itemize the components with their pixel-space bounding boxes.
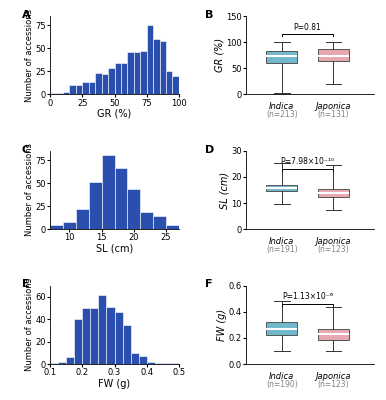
- Text: Indica: Indica: [269, 102, 295, 111]
- Bar: [82, 82, 89, 94]
- Bar: [76, 209, 89, 229]
- Y-axis label: Number of accessions: Number of accessions: [25, 144, 34, 236]
- X-axis label: SL (cm): SL (cm): [96, 244, 133, 254]
- Bar: [102, 156, 115, 229]
- Bar: [139, 356, 147, 364]
- Text: F: F: [205, 279, 212, 289]
- Bar: [171, 363, 179, 364]
- Bar: [115, 63, 121, 94]
- Bar: [98, 294, 107, 364]
- PathPatch shape: [266, 185, 297, 191]
- Bar: [127, 189, 140, 229]
- Bar: [57, 92, 63, 94]
- Text: (n=123): (n=123): [317, 245, 349, 254]
- Text: Japonica: Japonica: [315, 102, 351, 111]
- Text: Japonica: Japonica: [315, 237, 351, 246]
- Text: B: B: [205, 10, 213, 20]
- Y-axis label: Number of accessions: Number of accessions: [25, 9, 34, 102]
- Bar: [159, 41, 166, 94]
- Bar: [163, 363, 171, 364]
- Text: E: E: [22, 279, 29, 289]
- Bar: [140, 51, 147, 94]
- Bar: [123, 325, 130, 364]
- Bar: [130, 353, 139, 364]
- Bar: [95, 73, 102, 94]
- PathPatch shape: [318, 50, 349, 62]
- Text: Indica: Indica: [269, 237, 295, 246]
- Bar: [50, 224, 63, 229]
- Bar: [134, 52, 140, 94]
- Bar: [147, 362, 155, 364]
- Bar: [153, 216, 166, 229]
- PathPatch shape: [318, 189, 349, 196]
- Text: Japonica: Japonica: [315, 372, 351, 381]
- X-axis label: GR (%): GR (%): [97, 109, 132, 119]
- Text: C: C: [22, 144, 30, 154]
- Bar: [102, 74, 108, 94]
- Bar: [74, 319, 82, 364]
- Bar: [63, 222, 76, 229]
- Bar: [90, 308, 98, 364]
- Bar: [115, 168, 127, 229]
- Bar: [108, 68, 115, 94]
- Bar: [173, 76, 179, 94]
- Text: (n=123): (n=123): [317, 380, 349, 389]
- Bar: [63, 92, 69, 94]
- Bar: [89, 182, 102, 229]
- Bar: [50, 363, 58, 364]
- Bar: [166, 224, 179, 229]
- Text: (n=190): (n=190): [266, 380, 298, 389]
- Text: Indica: Indica: [269, 372, 295, 381]
- Bar: [76, 85, 82, 94]
- Text: (n=131): (n=131): [317, 110, 349, 119]
- Bar: [147, 25, 153, 94]
- Bar: [155, 363, 163, 364]
- Text: (n=213): (n=213): [266, 110, 298, 119]
- Text: P=0.81: P=0.81: [294, 23, 322, 32]
- PathPatch shape: [318, 329, 349, 340]
- Bar: [115, 312, 123, 364]
- Text: P=7.98×10⁻¹⁰: P=7.98×10⁻¹⁰: [281, 158, 335, 166]
- Text: D: D: [205, 144, 214, 154]
- Bar: [58, 362, 66, 364]
- Bar: [89, 82, 95, 94]
- Bar: [50, 92, 57, 94]
- Bar: [69, 85, 76, 94]
- X-axis label: FW (g): FW (g): [98, 378, 130, 388]
- Bar: [166, 71, 173, 94]
- Bar: [127, 52, 134, 94]
- Bar: [140, 212, 153, 229]
- Text: P=1.13×10⁻⁶: P=1.13×10⁻⁶: [282, 292, 333, 301]
- Bar: [66, 357, 74, 364]
- Y-axis label: Number of accessions: Number of accessions: [25, 278, 34, 371]
- Y-axis label: GR (%): GR (%): [215, 38, 224, 72]
- PathPatch shape: [266, 322, 297, 335]
- Bar: [107, 307, 115, 364]
- Y-axis label: SL (cm): SL (cm): [220, 172, 230, 208]
- PathPatch shape: [266, 51, 297, 63]
- Bar: [153, 39, 159, 94]
- Bar: [121, 63, 127, 94]
- Y-axis label: FW (g): FW (g): [217, 309, 227, 341]
- Text: A: A: [22, 10, 30, 20]
- Bar: [82, 308, 90, 364]
- Text: (n=191): (n=191): [266, 245, 298, 254]
